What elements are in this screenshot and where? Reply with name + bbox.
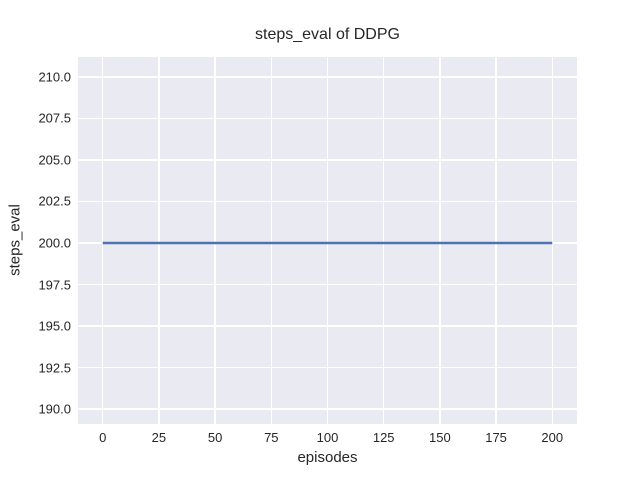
y-tick-label: 200.0 [38,235,71,251]
gridline-x-200 [551,57,553,424]
gridline-x-100 [326,57,329,424]
gridline-y-205.0 [78,159,577,161]
x-tick-label: 200 [541,430,564,445]
gridline-x-75 [270,57,272,424]
x-axis-label: episodes [297,449,358,466]
plot-area [78,57,577,424]
gridline-y-190.0 [78,408,577,410]
x-tick-label: 175 [485,430,507,445]
gridline-x-125 [382,57,385,424]
y-tick-label: 195.0 [38,318,71,334]
y-tick-label: 207.5 [38,110,71,126]
series-layer [102,241,553,245]
y-tick-label: 202.5 [38,193,71,209]
x-tick-label: 100 [316,430,339,445]
gridline-x-175 [495,57,497,424]
x-tick-label: 125 [372,430,395,445]
y-tick-label: 210.0 [38,69,71,85]
gridline-y-192.5 [78,366,577,369]
y-tick-label: 205.0 [38,152,71,168]
gridline-x-50 [214,57,216,424]
gridline-y-195.0 [78,325,577,327]
y-tick-label: 197.5 [38,277,71,292]
y-tick-label: 192.5 [38,360,71,376]
gridline-y-207.5 [78,117,577,120]
x-tick-label: 150 [429,430,451,445]
gridline-x-0 [102,57,104,424]
x-tick-label: 50 [207,430,223,445]
chart-title: steps_eval of DDPG [255,26,400,43]
x-tick-label: 0 [99,430,107,445]
x-tick-label: 75 [264,430,279,445]
gridline-y-197.5 [78,283,577,286]
gridline-x-25 [158,57,160,424]
y-tick-label: 190.0 [38,401,71,417]
gridline-y-202.5 [78,200,577,203]
gridline-x-150 [439,57,441,424]
x-tick-label: 25 [151,430,167,445]
gridline-y-210.0 [78,76,577,78]
